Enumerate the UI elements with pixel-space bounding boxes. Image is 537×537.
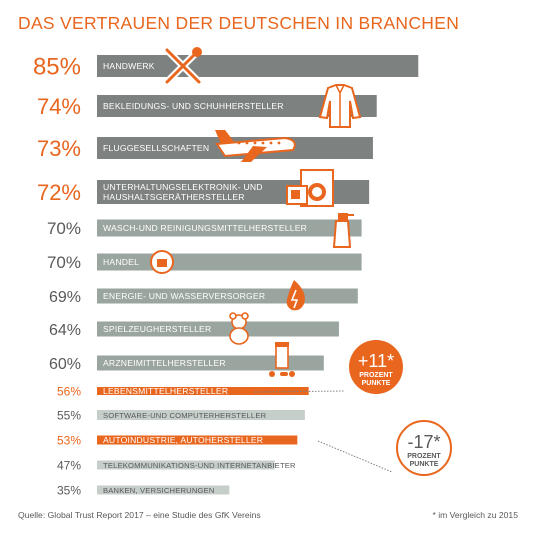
- tools-icon: [163, 46, 203, 86]
- bar: [97, 355, 324, 371]
- change-badge: +11*PROZENT PUNKTE: [254, 340, 403, 394]
- category-label: ENERGIE- UND WASSERVERSORGER: [103, 291, 265, 301]
- icons: [150, 46, 362, 377]
- change-badge: -17*PROZENT PUNKTE: [317, 420, 452, 476]
- value-label: 73%: [37, 136, 81, 161]
- badge-value: -17*: [407, 432, 440, 452]
- bar-row: 64% SPIELZEUGHERSTELLER: [49, 321, 339, 339]
- category-label: UNTERHALTUNGSELEKTRONIK- UND HAUSHALTSGER…: [103, 182, 263, 202]
- bar-row: 70% HANDEL: [47, 253, 362, 272]
- bar-row: 69% ENERGIE- UND WASSERVERSORGER: [49, 288, 358, 306]
- shirt-icon: [318, 84, 362, 128]
- shop-icon: [150, 250, 174, 274]
- bar: [97, 387, 309, 395]
- bar-row: 56% LEBENSMITTELHERSTELLER: [57, 384, 309, 398]
- bar: [97, 219, 362, 237]
- value-label: 55%: [57, 408, 81, 422]
- value-label: 70%: [47, 253, 81, 272]
- value-label: 74%: [37, 94, 81, 119]
- value-label: 53%: [57, 433, 81, 447]
- value-label: 85%: [33, 54, 81, 81]
- bar-row: 55% SOFTWARE-UND COMPUTERHERSTELLER: [57, 408, 305, 422]
- value-label: 47%: [57, 458, 81, 472]
- category-label: BEKLEIDUNGS- UND SCHUHHERSTELLER: [103, 101, 284, 111]
- medicine-icon: [269, 342, 295, 377]
- energy-icon: [286, 280, 305, 311]
- chart-title: DAS VERTRAUEN DER DEUTSCHEN IN BRANCHEN: [18, 13, 459, 33]
- badge-value: +11*: [358, 351, 394, 371]
- bar: [97, 435, 298, 445]
- category-label: SPIELZEUGHERSTELLER: [103, 324, 211, 334]
- value-label: 35%: [57, 483, 81, 497]
- category-label: SOFTWARE-UND COMPUTERHERSTELLER: [103, 411, 267, 420]
- bar: [97, 460, 275, 470]
- value-label: 72%: [37, 180, 81, 205]
- bar: [97, 321, 339, 337]
- category-label: BANKEN, VERSICHERUNGEN: [103, 486, 215, 495]
- annotations: +11*PROZENT PUNKTE-17*PROZENT PUNKTE: [254, 340, 452, 476]
- value-label: 56%: [57, 384, 81, 398]
- appliances-icon: [286, 169, 334, 207]
- bar-rows: 85% HANDWERK 74% BEKLEIDUNGS- UND SCHUHHERS…: [33, 54, 419, 497]
- bar: [97, 410, 305, 420]
- value-label: 70%: [47, 219, 81, 238]
- teddy-bear-icon: [229, 312, 249, 345]
- value-label: 60%: [49, 356, 81, 373]
- bar-row: 74% BEKLEIDUNGS- UND SCHUHHERSTELLER: [37, 94, 377, 119]
- value-label: 64%: [49, 322, 81, 339]
- footnote: * im Vergleich zu 2015: [432, 510, 518, 520]
- bar: [97, 485, 230, 495]
- badge-text: PROZENT PUNKTE: [359, 372, 393, 387]
- category-label: HANDEL: [103, 257, 139, 267]
- value-label: 69%: [49, 289, 81, 306]
- airplane-icon: [215, 130, 296, 162]
- category-label: LEBENSMITTELHERSTELLER: [103, 386, 228, 396]
- bar-row: 35% BANKEN, VERSICHERUNGEN: [57, 483, 230, 497]
- bar-row: 60% ARZNEIMITTELHERSTELLER: [49, 355, 324, 373]
- bar-row: 85% HANDWERK: [33, 54, 419, 81]
- category-label: TELEKOMMUNIKATIONS-UND INTERNETANBIETER: [103, 461, 296, 470]
- source-note: Quelle: Global Trust Report 2017 – eine …: [18, 510, 261, 520]
- category-label: FLUGGESELLSCHAFTEN: [103, 143, 209, 153]
- badge-text: PROZENT PUNKTE: [407, 453, 441, 468]
- bar-row: 47% TELEKOMMUNIKATIONS-UND INTERNETANBIET…: [57, 458, 296, 472]
- category-label: WASCH-UND REINIGUNGSMITTELHERSTELLER: [103, 223, 307, 233]
- bar-row: 73% FLUGGESELLSCHAFTEN: [37, 136, 373, 161]
- category-label: HANDWERK: [103, 61, 155, 71]
- bar-row: 53% AUTOINDUSTRIE, AUTOHERSTELLER: [57, 433, 298, 447]
- category-label: ARZNEIMITTELHERSTELLER: [103, 358, 226, 368]
- bar-row: 70% WASCH-UND REINIGUNGSMITTELHERSTELLER: [47, 219, 362, 238]
- bar: [97, 95, 377, 117]
- spray-bottle-icon: [332, 213, 354, 248]
- category-label: AUTOINDUSTRIE, AUTOHERSTELLER: [103, 435, 263, 445]
